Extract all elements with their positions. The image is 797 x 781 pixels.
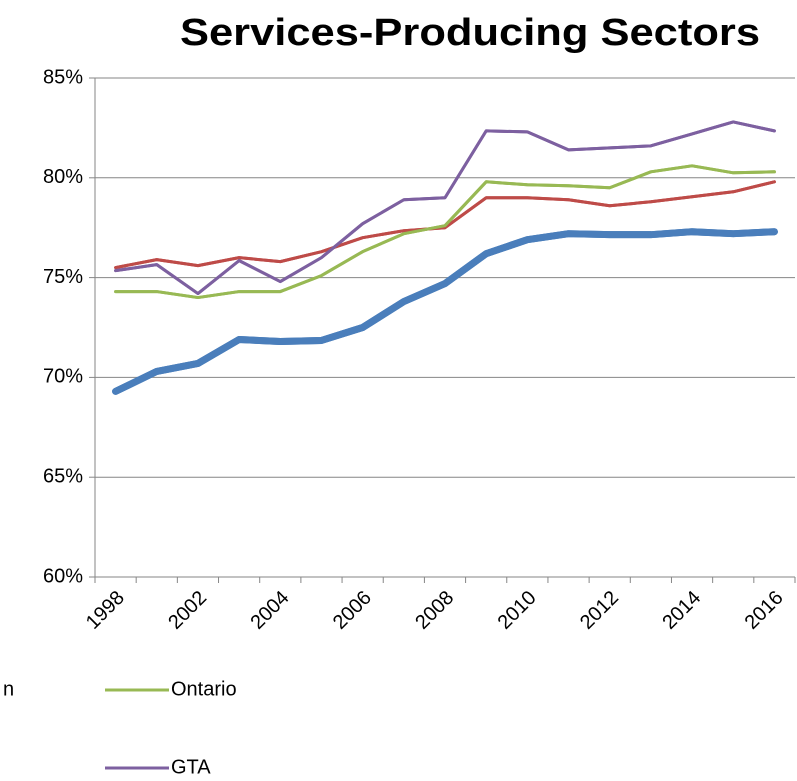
series-line: [112, 228, 778, 395]
y-tick-label: 75%: [43, 266, 83, 288]
y-tick-label: 85%: [43, 66, 83, 88]
series-line: [114, 120, 776, 296]
y-tick-label: 65%: [43, 465, 83, 487]
series-line: [112, 228, 778, 395]
x-tick-label: 2014: [658, 587, 705, 634]
legend-label: GTA: [171, 756, 211, 778]
x-tick-label: 2002: [164, 587, 211, 634]
x-tick-label: 2010: [494, 587, 541, 634]
y-tick-label: 70%: [43, 366, 83, 388]
x-tick-label: 2012: [576, 587, 623, 634]
y-tick-label: 80%: [43, 166, 83, 188]
series-line: [114, 180, 776, 270]
x-tick-label: 1998: [82, 587, 129, 634]
series-line: [114, 164, 776, 300]
x-tick-label: 2006: [329, 587, 376, 634]
chart-title: Services-Producing Sectors: [180, 12, 760, 54]
y-tick-label: 60%: [43, 565, 83, 587]
x-tick-label: 2004: [247, 587, 294, 634]
x-tick-label: 2016: [741, 587, 788, 634]
x-tick-label: 2008: [411, 587, 458, 634]
series-line: [114, 120, 776, 296]
legend-label: Ontario: [171, 678, 237, 700]
legend-label: n: [3, 678, 14, 700]
